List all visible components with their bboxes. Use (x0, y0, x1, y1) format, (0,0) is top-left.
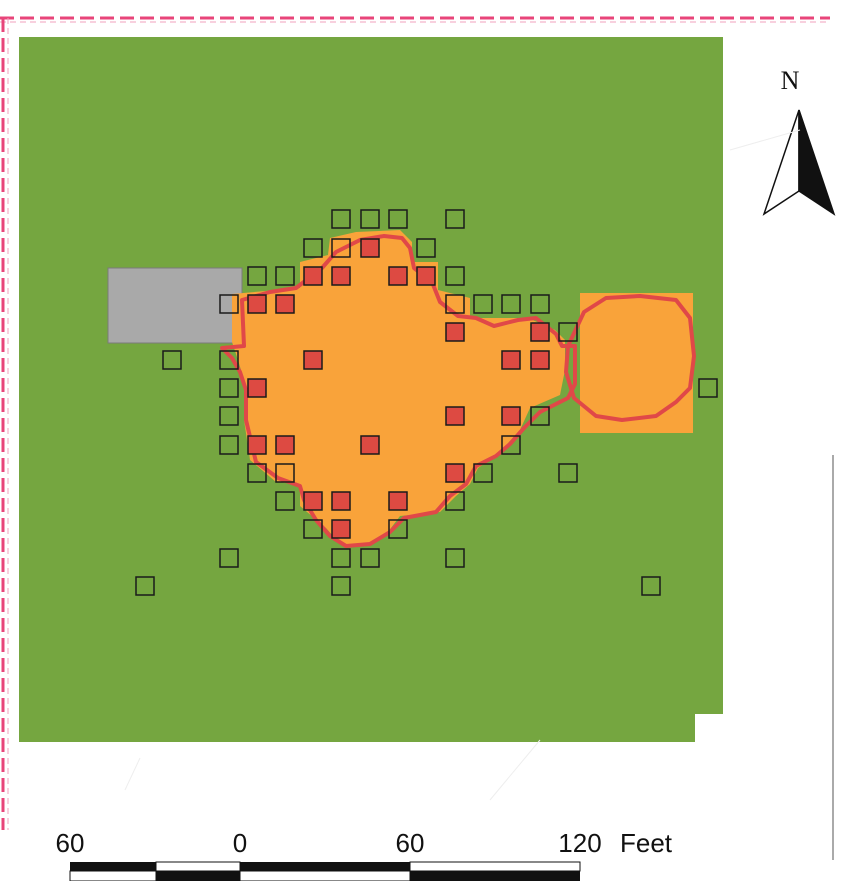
sample-square-positive (275, 294, 295, 314)
sample-square-positive (247, 378, 267, 398)
sample-square-positive (501, 406, 521, 426)
sample-square-negative (360, 209, 380, 229)
scale-label-60-west: 60 (56, 828, 85, 858)
north-arrow-icon (762, 109, 836, 216)
sample-square-negative (303, 519, 323, 539)
sample-square-positive (303, 350, 323, 370)
sample-square-positive (247, 294, 267, 314)
sample-square-negative (445, 209, 465, 229)
scale-label-0: 0 (233, 828, 247, 858)
sample-square-positive (416, 266, 436, 286)
sample-square-negative (530, 406, 550, 426)
sample-square-positive (501, 350, 521, 370)
leader-line (729, 129, 801, 151)
sample-square-positive (388, 491, 408, 511)
sample-square-negative (388, 519, 408, 539)
sample-square-negative (445, 491, 465, 511)
sample-square-negative (473, 294, 493, 314)
sample-square-positive (331, 519, 351, 539)
scale-bar (69, 861, 581, 881)
sample-square-negative (331, 238, 351, 258)
sample-square-negative (219, 406, 239, 426)
leader-line (489, 739, 541, 801)
sample-square-negative (219, 294, 239, 314)
sample-square-negative (641, 576, 661, 596)
scale-label-60: 60 (396, 828, 425, 858)
sample-square-negative (416, 238, 436, 258)
sample-square-negative (275, 491, 295, 511)
sample-square-positive (445, 406, 465, 426)
sample-square-negative (135, 576, 155, 596)
sample-square-negative (530, 294, 550, 314)
sample-square-negative (219, 378, 239, 398)
scale-label-120: 120 (558, 828, 601, 858)
sample-square-positive (331, 266, 351, 286)
scale-bar-segment (155, 861, 241, 872)
sample-square-negative (388, 209, 408, 229)
building (107, 267, 243, 344)
scale-bar-segment (240, 862, 410, 871)
sample-square-negative (275, 266, 295, 286)
sample-square-positive (247, 435, 267, 455)
scale-unit: Feet (620, 828, 673, 858)
sample-square-positive (360, 238, 380, 258)
scale-bar-segment (70, 862, 156, 871)
sample-square-negative (445, 294, 465, 314)
sample-square-negative (445, 266, 465, 286)
north-label: N (781, 66, 800, 95)
sample-square-positive (445, 322, 465, 342)
scale-bar-segment (410, 871, 580, 881)
sample-square-negative (331, 548, 351, 568)
sample-square-negative (360, 548, 380, 568)
sample-square-positive (530, 350, 550, 370)
leader-line (124, 757, 141, 791)
sample-square-positive (388, 266, 408, 286)
sample-square-negative (501, 435, 521, 455)
sample-square-negative (331, 209, 351, 229)
sample-grid (135, 209, 718, 596)
sample-square-negative (247, 266, 267, 286)
sample-square-negative (219, 435, 239, 455)
boundary-main (220, 234, 577, 548)
field-notch (695, 714, 723, 742)
sample-square-negative (558, 463, 578, 483)
sample-square-negative (219, 548, 239, 568)
scale-bar-segment (156, 871, 240, 881)
sample-square-negative (473, 463, 493, 483)
sample-square-negative (445, 548, 465, 568)
sample-square-negative (558, 322, 578, 342)
sample-square-negative (331, 576, 351, 596)
affected-area-east (580, 293, 693, 433)
sample-square-negative (501, 294, 521, 314)
boundary-east (564, 294, 696, 422)
sample-square-negative (219, 350, 239, 370)
sample-square-positive (530, 322, 550, 342)
sample-square-positive (303, 266, 323, 286)
scale-bar-segment (409, 861, 581, 872)
sample-square-negative (247, 463, 267, 483)
scale-bar-segment (69, 870, 157, 881)
sample-square-positive (275, 435, 295, 455)
sample-square-positive (360, 435, 380, 455)
sample-square-negative (303, 238, 323, 258)
sample-square-negative (275, 463, 295, 483)
scale-bar-segment (239, 870, 411, 881)
sample-square-negative (698, 378, 718, 398)
sample-square-positive (331, 491, 351, 511)
sample-square-positive (303, 491, 323, 511)
sample-square-negative (162, 350, 182, 370)
affected-area-main (232, 230, 565, 546)
sample-square-positive (445, 463, 465, 483)
